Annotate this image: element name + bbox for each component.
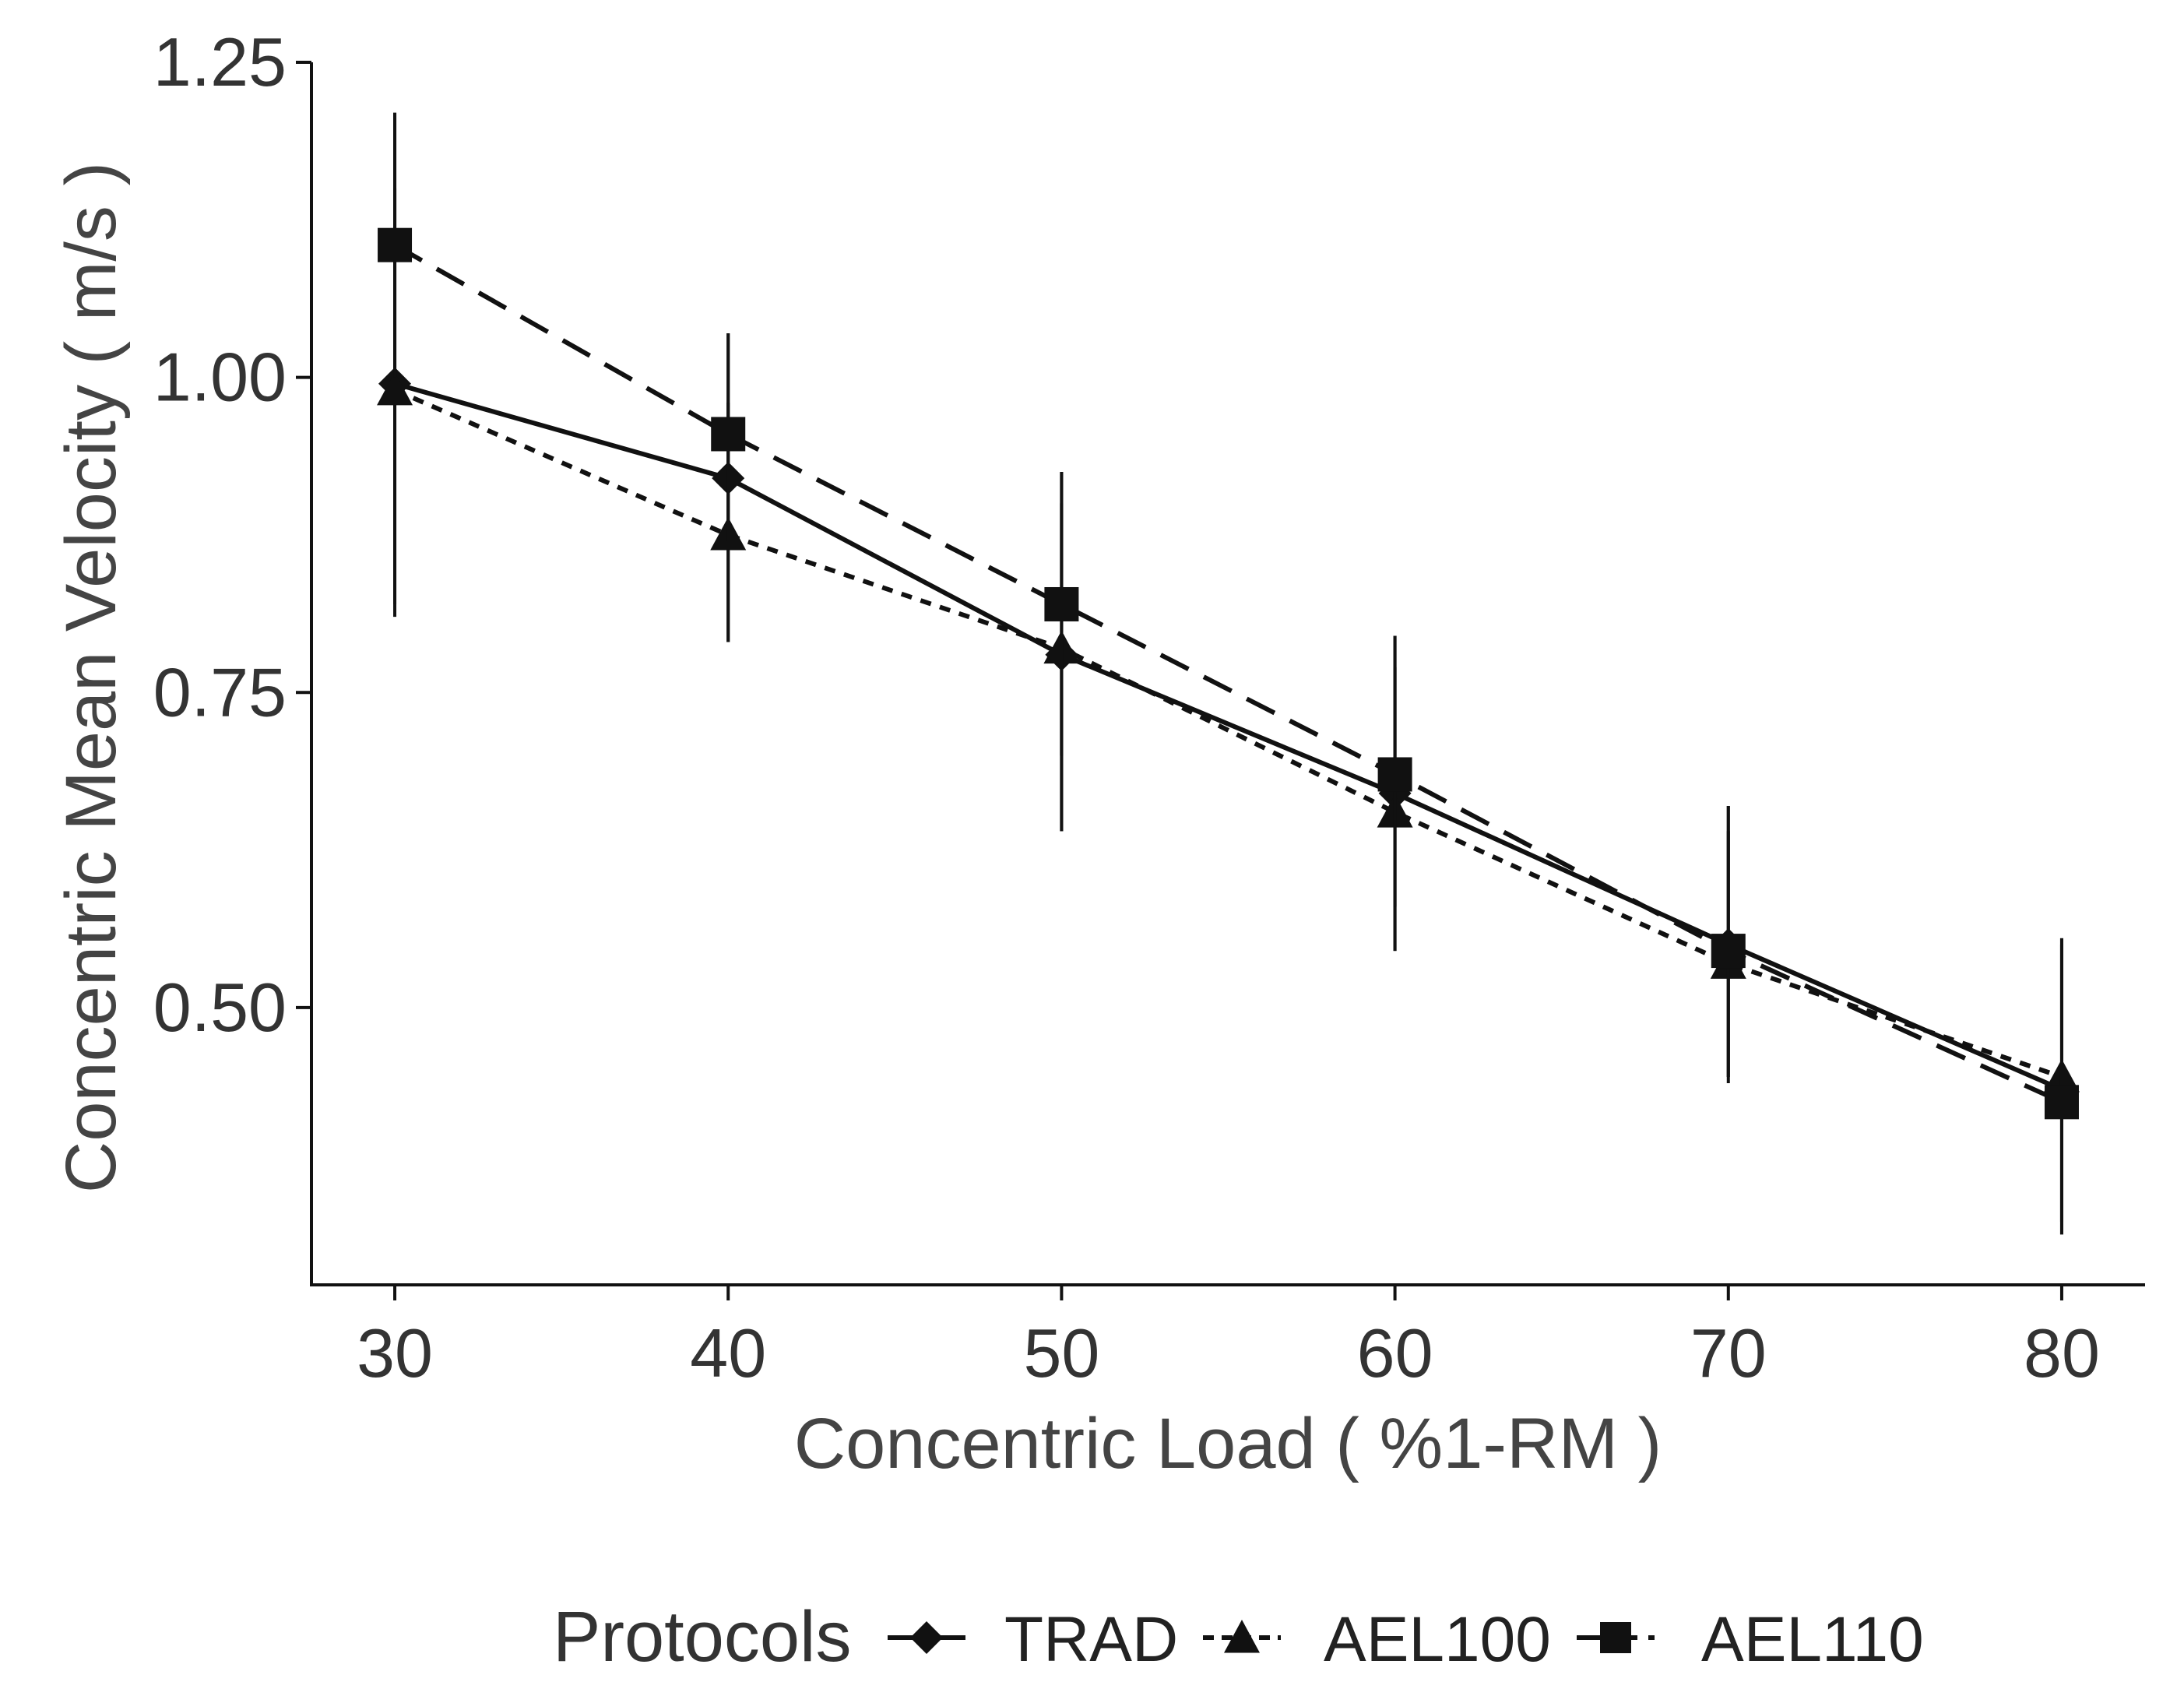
legend-label-ael110: AEL110 [1701, 1604, 1924, 1675]
legend-item-ael110: AEL110 [1577, 1604, 1924, 1675]
x-tick-label: 80 [2024, 1314, 2100, 1392]
series-line-trad [394, 381, 2063, 1092]
x-tick-label: 30 [357, 1314, 433, 1392]
data-point-ael110 [711, 417, 746, 452]
legend-item-trad: TRAD [888, 1604, 1178, 1675]
x-tick-label: 50 [1023, 1314, 1099, 1392]
x-ticks: 30 40 50 60 70 80 [357, 1285, 2100, 1392]
data-point-ael110 [1377, 757, 1412, 792]
series-layer [377, 112, 2080, 1235]
legend: Protocols TRAD AEL100 AEL110 [553, 1597, 1924, 1677]
series-ael100 [377, 188, 2080, 1223]
x-axis-title: Concentric Load ( %1-RM ) [794, 1404, 1662, 1483]
legend-title: Protocols [553, 1597, 852, 1677]
data-point-ael100 [377, 371, 413, 406]
data-point-ael110 [378, 227, 413, 262]
series-line-ael100 [393, 388, 2063, 1079]
legend-marker-trad [910, 1621, 943, 1654]
data-point-ael110 [2044, 1085, 2079, 1120]
y-axis-title: Concentric Mean Velocity ( m/s ) [51, 162, 131, 1193]
y-tick-label: 0.50 [153, 969, 287, 1046]
legend-marker-ael110 [1600, 1622, 1631, 1653]
data-point-ael110 [1711, 934, 1746, 969]
series-line-ael110 [393, 243, 2063, 1105]
legend-marker-ael100 [1224, 1620, 1260, 1653]
data-point-ael110 [1044, 586, 1079, 621]
y-tick-label: 1.25 [153, 23, 287, 100]
series-trad [378, 112, 2078, 1235]
series-ael110 [378, 112, 2079, 1235]
x-tick-label: 70 [1690, 1314, 1767, 1392]
legend-label-ael100: AEL100 [1324, 1604, 1551, 1675]
x-tick-label: 40 [690, 1314, 766, 1392]
legend-label-trad: TRAD [1004, 1604, 1178, 1675]
y-ticks: 0.50 0.75 1.00 1.25 [153, 23, 311, 1046]
y-tick-label: 1.00 [153, 339, 287, 416]
legend-item-ael100: AEL100 [1203, 1604, 1551, 1675]
x-tick-label: 60 [1357, 1314, 1433, 1392]
y-tick-label: 0.75 [153, 653, 287, 730]
